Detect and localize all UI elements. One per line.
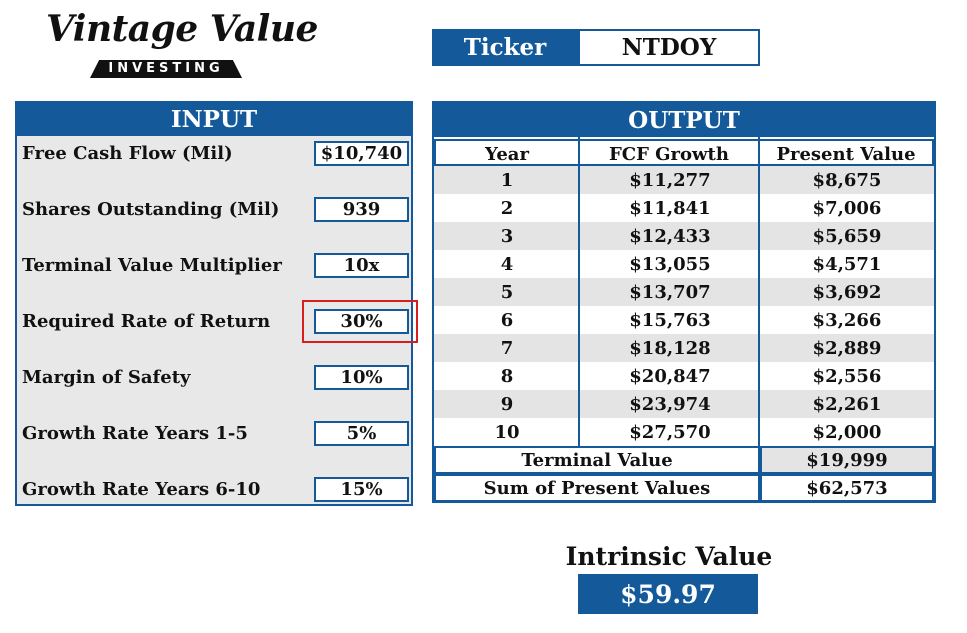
ticker-input[interactable]: NTDOY xyxy=(578,29,760,66)
col-header-year: Year xyxy=(434,139,580,166)
year-cell: 3 xyxy=(500,226,514,247)
table-row: 6 $15,763 $3,266 xyxy=(434,306,934,334)
year-cell: 10 xyxy=(494,422,520,443)
free-cash-flow-field[interactable]: $10,740 xyxy=(314,141,409,166)
terminal-multiplier-field[interactable]: 10x xyxy=(314,253,409,278)
table-row: 9 $23,974 $2,261 xyxy=(434,390,934,418)
input-row: Terminal Value Multiplier 10x xyxy=(17,252,411,280)
pv-cell: $3,266 xyxy=(812,310,882,331)
input-title: INPUT xyxy=(17,103,411,136)
input-row: Growth Rate Years 1-5 5% xyxy=(17,420,411,448)
terminal-value-label: Terminal Value xyxy=(434,446,760,474)
sum-present-values-row: Sum of Present Values $62,573 xyxy=(434,474,934,502)
year-cell: 7 xyxy=(500,338,514,359)
column-divider xyxy=(578,137,580,447)
logo-subtitle: INVESTING xyxy=(90,60,242,78)
pv-cell: $2,000 xyxy=(812,422,882,443)
col-header-fcf: FCF Growth xyxy=(578,139,760,166)
year-cell: 6 xyxy=(500,310,514,331)
table-row: 4 $13,055 $4,571 xyxy=(434,250,934,278)
fcf-cell: $23,974 xyxy=(629,394,711,415)
sum-present-values-label: Sum of Present Values xyxy=(434,474,760,502)
year-cell: 2 xyxy=(500,198,514,219)
year-cell: 8 xyxy=(500,366,514,387)
pv-cell: $7,006 xyxy=(812,198,882,219)
shares-outstanding-field[interactable]: 939 xyxy=(314,197,409,222)
table-row: 3 $12,433 $5,659 xyxy=(434,222,934,250)
pv-cell: $2,261 xyxy=(812,394,882,415)
output-title: OUTPUT xyxy=(434,103,934,137)
table-row: 1 $11,277 $8,675 xyxy=(434,166,934,194)
fcf-cell: $11,841 xyxy=(629,198,711,219)
input-label: Shares Outstanding (Mil) xyxy=(22,199,280,220)
fcf-cell: $15,763 xyxy=(629,310,711,331)
output-panel: OUTPUT Year FCF Growth Present Value 1 $… xyxy=(432,101,936,503)
year-cell: 9 xyxy=(500,394,514,415)
input-row: Free Cash Flow (Mil) $10,740 xyxy=(17,140,411,168)
intrinsic-value-label: Intrinsic Value xyxy=(565,542,773,571)
growth-6-10-field[interactable]: 15% xyxy=(314,477,409,502)
growth-1-5-field[interactable]: 5% xyxy=(314,421,409,446)
input-label: Margin of Safety xyxy=(22,367,191,388)
terminal-value-row: Terminal Value $19,999 xyxy=(434,446,934,474)
terminal-value: $19,999 xyxy=(760,446,934,474)
column-divider xyxy=(758,137,760,447)
pv-cell: $2,556 xyxy=(812,366,882,387)
highlight-box xyxy=(302,300,418,343)
fcf-cell: $20,847 xyxy=(629,366,711,387)
col-header-pv: Present Value xyxy=(758,139,934,166)
fcf-cell: $27,570 xyxy=(629,422,711,443)
sum-present-values: $62,573 xyxy=(760,474,934,502)
year-cell: 5 xyxy=(500,282,514,303)
fcf-cell: $13,055 xyxy=(629,254,711,275)
input-label: Growth Rate Years 6-10 xyxy=(22,479,261,500)
pv-cell: $3,692 xyxy=(812,282,882,303)
pv-cell: $2,889 xyxy=(812,338,882,359)
input-row: Required Rate of Return 30% xyxy=(17,308,411,336)
input-label: Free Cash Flow (Mil) xyxy=(22,143,233,164)
logo-wordmark: Vintage Value xyxy=(46,8,318,50)
input-label: Terminal Value Multiplier xyxy=(22,255,282,276)
fcf-cell: $18,128 xyxy=(629,338,711,359)
input-panel: INPUT Free Cash Flow (Mil) $10,740 Share… xyxy=(15,101,413,506)
margin-of-safety-field[interactable]: 10% xyxy=(314,365,409,390)
table-row: 5 $13,707 $3,692 xyxy=(434,278,934,306)
input-row: Growth Rate Years 6-10 15% xyxy=(17,476,411,504)
input-label: Required Rate of Return xyxy=(22,311,271,332)
input-label: Growth Rate Years 1-5 xyxy=(22,423,248,444)
pv-cell: $8,675 xyxy=(812,170,882,191)
year-cell: 4 xyxy=(500,254,514,275)
year-cell: 1 xyxy=(500,170,514,191)
table-row: 2 $11,841 $7,006 xyxy=(434,194,934,222)
intrinsic-value: $59.97 xyxy=(578,574,758,614)
ticker-label: Ticker xyxy=(432,29,578,66)
table-row: 10 $27,570 $2,000 xyxy=(434,418,934,446)
table-row: 7 $18,128 $2,889 xyxy=(434,334,934,362)
input-row: Shares Outstanding (Mil) 939 xyxy=(17,196,411,224)
pv-cell: $5,659 xyxy=(812,226,882,247)
fcf-cell: $13,707 xyxy=(629,282,711,303)
fcf-cell: $11,277 xyxy=(629,170,711,191)
table-row: 8 $20,847 $2,556 xyxy=(434,362,934,390)
input-row: Margin of Safety 10% xyxy=(17,364,411,392)
fcf-cell: $12,433 xyxy=(629,226,711,247)
required-return-field[interactable]: 30% xyxy=(314,309,409,334)
pv-cell: $4,571 xyxy=(812,254,882,275)
